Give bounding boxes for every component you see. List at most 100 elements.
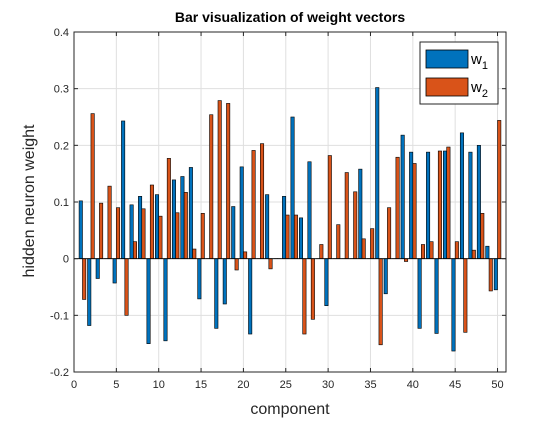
- x-tick-label: 15: [195, 379, 207, 391]
- legend-swatch-w2: [426, 78, 468, 96]
- bar-w2: [116, 208, 119, 259]
- bar-w2: [91, 114, 94, 259]
- y-tick-label: 0.1: [54, 197, 69, 209]
- bar-w1: [443, 151, 446, 259]
- bar-w2: [328, 156, 331, 259]
- legend-label-name: w: [470, 79, 482, 96]
- legend-swatch-w1: [426, 50, 468, 68]
- x-tick-label: 5: [113, 379, 119, 391]
- x-tick-label: 40: [407, 379, 419, 391]
- bar-w1: [240, 167, 243, 259]
- bar-w1: [282, 196, 285, 258]
- bar-w1: [248, 259, 251, 334]
- bar-w2: [150, 185, 153, 259]
- bar-w2: [286, 215, 289, 259]
- bar-w2: [243, 252, 246, 259]
- bar-w2: [396, 157, 399, 258]
- bar-w1: [265, 195, 268, 259]
- bar-w1: [232, 207, 235, 259]
- bar-w2: [184, 192, 187, 258]
- bar-w2: [464, 259, 467, 333]
- bar-w2: [303, 259, 306, 334]
- y-tick-label: 0: [63, 254, 69, 266]
- bar-w2: [201, 213, 204, 258]
- bar-w2: [447, 147, 450, 259]
- bar-w1: [359, 169, 362, 259]
- y-tick-label: 0.4: [54, 27, 69, 39]
- bar-w1: [215, 259, 218, 329]
- bar-w2: [481, 213, 484, 258]
- bar-w1: [172, 180, 175, 259]
- bar-w1: [401, 135, 404, 259]
- bar-w1: [494, 259, 497, 290]
- bar-w1: [138, 196, 141, 258]
- x-tick-label: 50: [491, 379, 503, 391]
- bar-w2: [421, 245, 424, 259]
- bar-w2: [404, 259, 407, 262]
- y-axis-label: hidden neuron weight: [21, 124, 38, 278]
- bar-w2: [413, 163, 416, 258]
- x-tick-label: 20: [237, 379, 249, 391]
- y-tick-label: -0.1: [50, 310, 69, 322]
- y-tick-label: 0.3: [54, 84, 69, 96]
- bar-w2: [108, 186, 111, 259]
- bar-w1: [299, 218, 302, 259]
- bar-w2: [370, 229, 373, 259]
- bar-w2: [294, 215, 297, 259]
- bar-w2: [176, 213, 179, 259]
- bar-w1: [435, 259, 438, 334]
- bar-w1: [409, 152, 412, 259]
- bar-w2: [99, 203, 102, 259]
- bar-w1: [181, 177, 184, 259]
- x-axis-label: component: [250, 401, 330, 418]
- bar-w2: [193, 249, 196, 259]
- legend-label-subscript: 2: [482, 88, 488, 100]
- bar-w2: [167, 158, 170, 258]
- bar-w1: [223, 259, 226, 304]
- bar-w2: [142, 209, 145, 259]
- x-tick-label: 10: [153, 379, 165, 391]
- bar-w2: [252, 150, 255, 258]
- bar-w1: [96, 259, 99, 279]
- bar-w1: [460, 133, 463, 259]
- bar-w2: [472, 250, 475, 259]
- bar-w1: [130, 205, 133, 259]
- bar-w2: [379, 259, 382, 345]
- bar-w1: [189, 167, 192, 258]
- bar-w1: [291, 117, 294, 259]
- bar-w1: [486, 246, 489, 258]
- bar-w2: [498, 120, 501, 258]
- bar-w2: [311, 259, 314, 320]
- bar-w2: [362, 239, 365, 259]
- bar-w1: [113, 259, 116, 283]
- y-tick-label: 0.2: [54, 140, 69, 152]
- bar-w1: [325, 259, 328, 306]
- bar-w1: [155, 195, 158, 259]
- y-tick-label: -0.2: [50, 367, 69, 379]
- bar-w1: [418, 259, 421, 329]
- bar-w1: [452, 259, 455, 351]
- bar-w2: [345, 173, 348, 259]
- bar-w1: [164, 259, 167, 341]
- bar-w2: [337, 225, 340, 259]
- bar-w2: [489, 259, 492, 291]
- bar-w2: [125, 259, 128, 316]
- x-tick-label: 30: [322, 379, 334, 391]
- x-tick-label: 35: [364, 379, 376, 391]
- bar-w1: [308, 162, 311, 259]
- x-tick-label: 25: [280, 379, 292, 391]
- bar-w1: [198, 259, 201, 299]
- bar-w2: [387, 208, 390, 259]
- bar-w2: [320, 245, 323, 259]
- bar-w1: [384, 259, 387, 294]
- bar-w2: [226, 103, 229, 258]
- bar-w1: [469, 152, 472, 259]
- bar-w2: [159, 216, 162, 259]
- bar-w2: [260, 144, 263, 259]
- x-tick-label: 45: [449, 379, 461, 391]
- bar-w1: [79, 201, 82, 259]
- bar-w2: [354, 192, 357, 259]
- bar-w2: [133, 242, 136, 259]
- bar-w2: [438, 151, 441, 259]
